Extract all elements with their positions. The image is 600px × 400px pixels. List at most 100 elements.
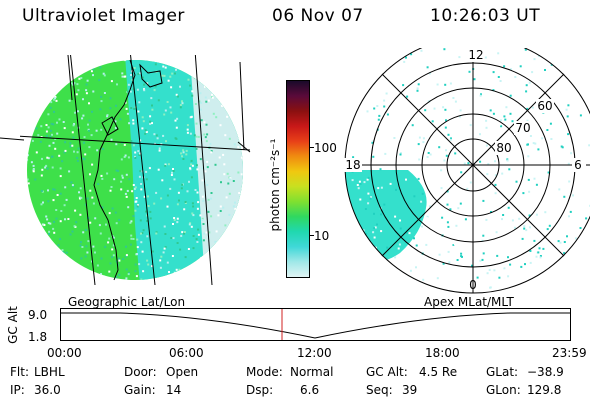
speckle-dot — [540, 127, 543, 130]
speckle-dot — [415, 244, 418, 247]
speckle-dot — [134, 155, 136, 158]
speckle-dot — [40, 203, 43, 206]
speckle-dot — [73, 225, 76, 228]
speckle-dot — [181, 102, 184, 105]
speckle-dot — [509, 51, 512, 54]
gain-value: 14 — [166, 383, 182, 397]
speckle-dot — [508, 291, 511, 293]
speckle-dot — [433, 107, 436, 110]
dsp-value: 6.6 — [300, 383, 320, 397]
speckle-dot — [192, 205, 195, 208]
speckle-dot — [32, 164, 35, 167]
speckle-dot — [474, 197, 477, 200]
speckle-dot — [130, 74, 132, 76]
speckle-dot — [87, 240, 90, 243]
speckle-dot — [383, 105, 386, 108]
speckle-dot — [65, 198, 68, 201]
speckle-dot — [42, 201, 44, 204]
speckle-dot — [111, 207, 114, 210]
speckle-dot — [47, 126, 50, 129]
speckle-dot — [175, 126, 178, 129]
speckle-dot — [120, 180, 123, 183]
speckle-dot — [169, 75, 172, 78]
speckle-dot — [204, 85, 206, 88]
speckle-dot — [167, 163, 170, 166]
speckle-dot — [419, 138, 422, 141]
speckle-dot — [127, 90, 129, 93]
speckle-dot — [71, 184, 74, 187]
speckle-dot — [346, 88, 348, 91]
speckle-dot — [578, 217, 581, 220]
speckle-dot — [83, 141, 85, 144]
speckle-dot — [92, 245, 95, 248]
speckle-dot — [485, 218, 488, 221]
speckle-dot — [136, 253, 138, 255]
speckle-dot — [418, 85, 421, 88]
speckle-dot — [409, 269, 412, 272]
speckle-dot — [59, 220, 62, 223]
speckle-dot — [127, 156, 130, 159]
speckle-dot — [487, 163, 490, 166]
speckle-dot — [421, 192, 424, 195]
polar-map: 12 6 18 0 60 70 80 — [342, 48, 590, 299]
speckle-dot — [564, 288, 567, 291]
speckle-dot — [527, 155, 530, 158]
speckle-dot — [403, 60, 406, 63]
speckle-dot — [438, 253, 441, 256]
speckle-dot — [521, 211, 524, 214]
speckle-dot — [438, 92, 441, 95]
speckle-dot — [194, 189, 197, 191]
speckle-dot — [134, 151, 137, 154]
xtick-1800: 18:00 — [425, 346, 460, 360]
speckle-dot — [160, 197, 163, 200]
speckle-dot — [576, 261, 579, 264]
speckle-dot — [139, 72, 142, 75]
time-label: 10:26:03 UT — [430, 6, 541, 26]
speckle-dot — [587, 236, 590, 239]
speckle-dot — [483, 254, 486, 257]
speckle-dot — [532, 118, 535, 121]
speckle-dot — [220, 181, 222, 184]
speckle-dot — [166, 194, 169, 197]
speckle-dot — [394, 256, 397, 259]
speckle-dot — [56, 132, 59, 135]
meridian-line — [70, 55, 96, 285]
speckle-dot — [135, 197, 138, 199]
speckle-dot — [100, 128, 103, 131]
speckle-dot — [199, 92, 202, 95]
speckle-dot — [579, 297, 581, 299]
speckle-dot — [82, 157, 85, 160]
speckle-dot — [567, 104, 570, 107]
speckle-dot — [128, 122, 131, 125]
speckle-dot — [85, 83, 88, 86]
speckle-dot — [121, 174, 124, 177]
speckle-dot — [471, 264, 473, 267]
speckle-dot — [136, 205, 139, 208]
speckle-dot — [522, 215, 525, 218]
speckle-dot — [101, 177, 104, 180]
speckle-dot — [203, 133, 206, 136]
speckle-dot — [519, 65, 522, 68]
speckle-dot — [56, 121, 58, 124]
speckle-dot — [374, 280, 377, 283]
mlt-label-6: 6 — [574, 158, 582, 172]
speckle-dot — [146, 220, 149, 222]
speckle-dot — [386, 246, 389, 249]
speckle-dot — [87, 123, 89, 126]
date-label: 06 Nov 07 — [272, 6, 364, 26]
speckle-dot — [566, 115, 569, 118]
speckle-dot — [485, 126, 488, 129]
speckle-dot — [368, 249, 371, 252]
speckle-dot — [182, 151, 185, 154]
speckle-dot — [178, 268, 181, 271]
speckle-dot — [523, 227, 526, 230]
speckle-dot — [212, 112, 215, 115]
speckle-dot — [359, 198, 362, 201]
speckle-dot — [114, 120, 117, 123]
speckle-dot — [222, 206, 225, 209]
speckle-dot — [95, 129, 98, 132]
speckle-dot — [115, 169, 118, 172]
speckle-dot — [429, 153, 432, 156]
speckle-dot — [32, 168, 35, 171]
speckle-dot — [132, 215, 135, 217]
